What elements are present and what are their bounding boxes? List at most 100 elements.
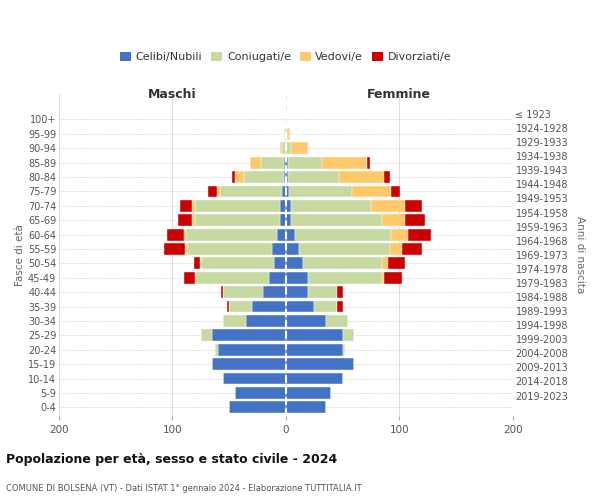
Bar	[178, 214, 191, 226]
Bar	[229, 402, 286, 413]
Bar	[292, 214, 382, 226]
Bar	[352, 186, 391, 198]
Text: Popolazione per età, sesso e stato civile - 2024: Popolazione per età, sesso e stato civil…	[6, 452, 337, 466]
Bar	[409, 228, 431, 240]
Bar	[215, 344, 218, 356]
Bar	[339, 171, 385, 183]
Bar	[252, 300, 286, 312]
Bar	[229, 300, 252, 312]
Bar	[286, 156, 288, 168]
Bar	[181, 200, 191, 211]
Bar	[292, 142, 308, 154]
Bar	[295, 228, 391, 240]
Bar	[184, 228, 186, 240]
Bar	[289, 186, 352, 198]
Bar	[286, 358, 354, 370]
Bar	[220, 186, 283, 198]
Y-axis label: Fasce di età: Fasce di età	[15, 224, 25, 286]
Bar	[288, 156, 322, 168]
Bar	[367, 156, 370, 168]
Bar	[184, 272, 195, 283]
Bar	[322, 156, 367, 168]
Bar	[286, 402, 326, 413]
Bar	[391, 186, 400, 198]
Bar	[388, 258, 405, 270]
Bar	[286, 258, 303, 270]
Bar	[405, 200, 422, 211]
Bar	[212, 358, 286, 370]
Bar	[235, 387, 286, 399]
Bar	[286, 228, 295, 240]
Bar	[382, 272, 385, 283]
Bar	[288, 128, 290, 140]
Bar	[186, 228, 277, 240]
Bar	[284, 171, 286, 183]
Bar	[286, 128, 288, 140]
Legend: Celibi/Nubili, Coniugati/e, Vedovi/e, Divorziati/e: Celibi/Nubili, Coniugati/e, Vedovi/e, Di…	[116, 48, 456, 67]
Bar	[223, 372, 286, 384]
Bar	[167, 228, 184, 240]
Bar	[382, 214, 405, 226]
Bar	[385, 272, 401, 283]
Bar	[286, 286, 308, 298]
Bar	[283, 142, 286, 154]
Bar	[286, 272, 308, 283]
Bar	[191, 200, 195, 211]
Bar	[195, 272, 269, 283]
Bar	[286, 243, 299, 255]
Bar	[195, 200, 280, 211]
Bar	[314, 300, 337, 312]
Bar	[299, 243, 390, 255]
Bar	[221, 286, 223, 298]
Bar	[326, 315, 348, 327]
Bar	[194, 258, 200, 270]
Bar	[185, 243, 187, 255]
Text: COMUNE DI BOLSENA (VT) - Dati ISTAT 1° gennaio 2024 - Elaborazione TUTTITALIA.IT: COMUNE DI BOLSENA (VT) - Dati ISTAT 1° g…	[6, 484, 362, 493]
Bar	[200, 258, 201, 270]
Bar	[385, 171, 390, 183]
Bar	[277, 228, 286, 240]
Bar	[263, 286, 286, 298]
Bar	[286, 300, 314, 312]
Bar	[191, 214, 195, 226]
Bar	[261, 156, 284, 168]
Bar	[195, 214, 280, 226]
Bar	[274, 258, 286, 270]
Bar	[280, 214, 286, 226]
Text: Maschi: Maschi	[148, 88, 197, 101]
Bar	[343, 330, 354, 342]
Bar	[284, 114, 286, 126]
Bar	[292, 200, 371, 211]
Bar	[286, 344, 343, 356]
Bar	[283, 186, 286, 198]
Bar	[208, 186, 217, 198]
Bar	[286, 330, 343, 342]
Bar	[217, 186, 220, 198]
Bar	[286, 114, 287, 126]
Bar	[235, 171, 244, 183]
Bar	[401, 243, 422, 255]
Bar	[201, 330, 212, 342]
Bar	[308, 286, 337, 298]
Bar	[280, 142, 283, 154]
Bar	[286, 315, 326, 327]
Y-axis label: Anni di nascita: Anni di nascita	[575, 216, 585, 294]
Bar	[308, 272, 382, 283]
Bar	[343, 344, 345, 356]
Bar	[288, 171, 339, 183]
Bar	[405, 214, 425, 226]
Bar	[223, 315, 246, 327]
Bar	[223, 286, 263, 298]
Bar	[280, 200, 286, 211]
Bar	[232, 171, 235, 183]
Bar	[286, 387, 331, 399]
Bar	[286, 372, 343, 384]
Bar	[269, 272, 286, 283]
Bar	[227, 300, 229, 312]
Bar	[250, 156, 261, 168]
Bar	[337, 300, 343, 312]
Bar	[286, 214, 292, 226]
Bar	[286, 186, 289, 198]
Bar	[246, 315, 286, 327]
Bar	[371, 200, 405, 211]
